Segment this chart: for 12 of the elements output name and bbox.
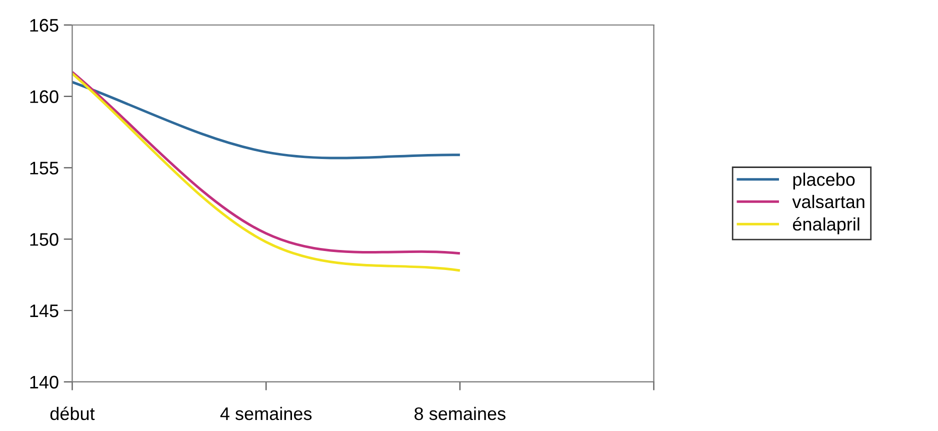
y-tick-label: 145 bbox=[30, 304, 58, 318]
legend-label: énalapril bbox=[792, 217, 860, 234]
x-tick-label: début bbox=[50, 406, 95, 420]
y-tick-label: 165 bbox=[30, 18, 58, 32]
x-tick-label: 8 semaines bbox=[414, 406, 506, 420]
legend-label: placebo bbox=[793, 172, 855, 190]
y-tick-label: 140 bbox=[30, 376, 58, 389]
y-tick-label: 155 bbox=[30, 162, 58, 174]
legend-label: valsartan bbox=[792, 194, 864, 208]
x-tick-label: 4 semaines bbox=[220, 406, 312, 420]
y-tick-label: 150 bbox=[30, 233, 58, 246]
y-tick-label: 160 bbox=[30, 90, 58, 104]
